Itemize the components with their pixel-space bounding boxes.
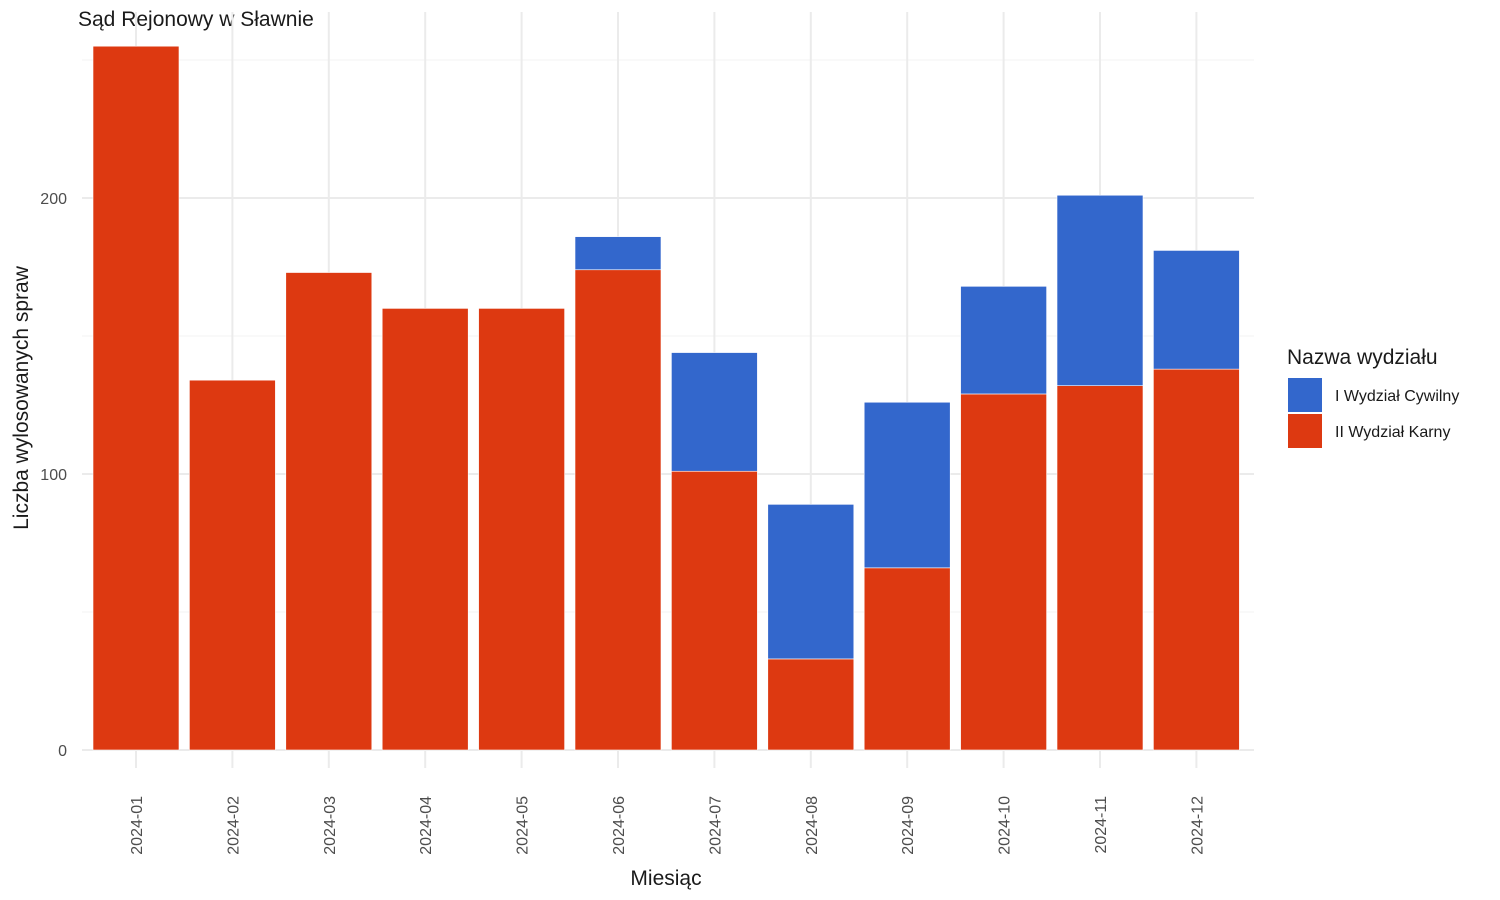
bar-2024-09-karny: [863, 567, 951, 751]
x-tick-label: 2024-12: [1189, 796, 1206, 855]
x-tick-label: 2024-10: [997, 796, 1014, 855]
bar-2024-09-cywilny: [863, 401, 951, 569]
bar-2024-02-karny: [189, 379, 276, 751]
y-axis-ticks: 0 100 200: [40, 191, 67, 760]
bars: [92, 45, 1240, 751]
bar-2024-03-karny: [285, 272, 373, 751]
y-tick-label: 200: [40, 191, 67, 208]
bar-2024-05-karny: [478, 308, 565, 751]
x-tick-label: 2024-04: [418, 796, 435, 855]
bar-2024-08-karny: [767, 658, 855, 751]
bar-2024-04-karny: [381, 308, 469, 751]
y-axis-title: Liczba wylosowanych spraw: [10, 265, 33, 530]
bar-2024-12-karny: [1153, 368, 1240, 751]
x-axis-title: Miesiąc: [630, 867, 701, 890]
x-axis-ticks: 2024-01 2024-02 2024-03 2024-04 2024-05 2024-…: [129, 796, 1206, 855]
x-tick-label: 2024-11: [1093, 796, 1110, 854]
bar-2024-01-karny: [92, 45, 180, 751]
y-tick-label: 0: [58, 743, 67, 760]
bar-2024-06-cywilny: [574, 236, 662, 271]
x-tick-label: 2024-05: [515, 796, 532, 855]
legend-title: Nazwa wydziału: [1287, 346, 1438, 369]
y-tick-label: 100: [40, 467, 67, 484]
legend-label: II Wydział Karny: [1335, 424, 1450, 441]
bar-2024-07-karny: [671, 470, 758, 751]
x-tick-label: 2024-07: [707, 796, 724, 855]
x-tick-label: 2024-03: [322, 796, 339, 855]
bar-2024-06-karny: [574, 269, 662, 751]
x-tick-label: 2024-09: [900, 796, 917, 855]
x-tick-label: 2024-01: [129, 796, 146, 855]
bar-2024-10-karny: [960, 393, 1047, 751]
legend-label: I Wydział Cywilny: [1335, 388, 1459, 405]
bar-2024-10-cywilny: [960, 286, 1047, 395]
bar-2024-12-cywilny: [1153, 250, 1240, 370]
bar-2024-07-cywilny: [671, 352, 758, 472]
legend-key: [1288, 414, 1322, 448]
chart-title: Sąd Rejonowy w Sławnie: [78, 8, 314, 31]
bar-2024-08-cywilny: [767, 504, 855, 660]
bar-2024-11-cywilny: [1056, 194, 1144, 386]
x-tick-label: 2024-06: [611, 796, 628, 855]
bar-2024-11-karny: [1056, 385, 1144, 751]
legend-key: [1288, 378, 1322, 412]
legend: Nazwa wydziału I Wydział Cywilny II Wydzi…: [1287, 346, 1459, 448]
x-tick-label: 2024-02: [225, 796, 242, 855]
x-tick-label: 2024-08: [804, 796, 821, 855]
